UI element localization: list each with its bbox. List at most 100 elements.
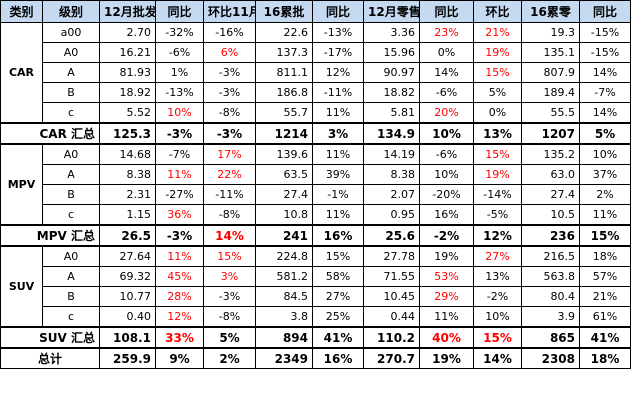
table-cell: 11% [155, 245, 204, 267]
table-cell: 21% [579, 286, 631, 307]
table-cell: 1207 [521, 122, 580, 145]
table-cell: 2.31 [99, 184, 156, 205]
table-cell: 10.5 [521, 204, 580, 226]
header-ytd-retail: 16累零 [521, 0, 580, 23]
table-cell: -11% [312, 82, 364, 103]
table-cell: 40% [419, 326, 474, 349]
table-cell: -8% [203, 204, 256, 226]
table-cell: -5% [473, 204, 522, 226]
table-row: B 18.92 -13% -3% 186.8 -11% 18.82 -6% 5% 189.4 -7% [1, 82, 631, 103]
table-cell: 11% [312, 204, 364, 226]
table-cell: 0% [473, 102, 522, 124]
table-cell: -17% [312, 42, 364, 63]
table-cell: -3% [155, 122, 204, 145]
table-cell: 37% [579, 164, 631, 185]
table-cell: 29% [419, 286, 474, 307]
table-cell: 16% [419, 204, 474, 226]
table-cell: 8.38 [99, 164, 156, 185]
table-cell: -3% [203, 286, 256, 307]
table-cell: 3.8 [255, 306, 313, 328]
table-cell: 11% [312, 102, 364, 124]
table-cell: 9% [155, 347, 204, 369]
table-cell: 563.8 [521, 266, 580, 287]
category-label: SUV [0, 245, 43, 328]
table-cell: 108.1 [99, 326, 156, 349]
table-cell: 139.6 [255, 143, 313, 165]
category-label: CAR [0, 22, 43, 124]
table-cell: 26.5 [99, 224, 156, 247]
header-dec-wholesale: 12月批发 [99, 0, 156, 23]
level-label: c [42, 102, 100, 124]
table-cell: 58% [312, 266, 364, 287]
summary-row: CAR 汇总 125.3 -3% -3% 1214 3% 134.9 10% 13% 1207 5% [0, 122, 631, 145]
table-cell: 69.32 [99, 266, 156, 287]
table-cell: -1% [312, 184, 364, 205]
table-cell: 22% [203, 164, 256, 185]
table-cell: 18% [579, 347, 631, 369]
table-cell: 16.21 [99, 42, 156, 63]
table-cell: 807.9 [521, 62, 580, 83]
table-cell: 23% [419, 22, 474, 43]
table-cell: 1214 [255, 122, 313, 145]
level-label: A [42, 164, 100, 185]
table-cell: -14% [473, 184, 522, 205]
table-cell: 63.0 [521, 164, 580, 185]
table-cell: 15% [312, 245, 364, 267]
table-cell: 80.4 [521, 286, 580, 307]
table-cell: 14.68 [99, 143, 156, 165]
table-cell: 18.82 [363, 82, 420, 103]
table-cell: 81.93 [99, 62, 156, 83]
header-yoy-3: 同比 [419, 0, 474, 23]
table-cell: 19.3 [521, 22, 580, 43]
level-label: A0 [42, 245, 100, 267]
table-cell: -20% [419, 184, 474, 205]
table-cell: 10% [155, 102, 204, 124]
table-cell: 27% [312, 286, 364, 307]
table-cell: 11% [419, 306, 474, 328]
table-cell: 2% [203, 347, 256, 369]
summary-row: MPV 汇总 26.5 -3% 14% 241 16% 25.6 -2% 12% 236 15% [0, 224, 631, 247]
table-cell: 0.40 [99, 306, 156, 328]
table-cell: -32% [155, 22, 204, 43]
table-cell: 11% [312, 143, 364, 165]
table-cell: 2.07 [363, 184, 420, 205]
table-cell: -3% [203, 122, 256, 145]
table-cell: 15% [473, 326, 522, 349]
table-cell: 17% [203, 143, 256, 165]
table-cell: 137.3 [255, 42, 313, 63]
header-dec-retail: 12月零售 [363, 0, 420, 23]
table-cell: 21% [473, 22, 522, 43]
table-cell: 216.5 [521, 245, 580, 267]
level-label: A0 [42, 42, 100, 63]
table-cell: 12% [155, 306, 204, 328]
table-cell: 71.55 [363, 266, 420, 287]
table-row: CAR a00 2.70 -32% -16% 22.6 -13% 3.36 23% 21% 19.3… [0, 22, 631, 124]
table-cell: 2.70 [99, 22, 156, 43]
table-cell: 19% [419, 245, 474, 267]
table-cell: 2% [579, 184, 631, 205]
table-cell: 57% [579, 266, 631, 287]
table-cell: 10% [419, 122, 474, 145]
table-cell: -2% [473, 286, 522, 307]
table-cell: 2308 [521, 347, 580, 369]
table-cell: -16% [203, 22, 256, 43]
table-cell: 14% [473, 347, 522, 369]
table-cell: 55.7 [255, 102, 313, 124]
table-cell: 5.52 [99, 102, 156, 124]
header-yoy-2: 同比 [312, 0, 364, 23]
table-cell: 61% [579, 306, 631, 328]
table-body: CAR a00 2.70 -32% -16% 22.6 -13% 3.36 23% 21% 19.3… [0, 22, 631, 369]
table-row: A 69.32 45% 3% 581.2 58% 71.55 53% 13% 563.8 57% [1, 266, 631, 287]
table-row: MPV A0 14.68 -7% 17% 139.6 11% 14.19 -6% 15% 135.2… [0, 143, 631, 226]
table-cell: -7% [579, 82, 631, 103]
table-cell: 14% [579, 62, 631, 83]
table-cell: 5% [473, 82, 522, 103]
table-cell: 41% [312, 326, 364, 349]
table-cell: 189.4 [521, 82, 580, 103]
table-row: c 1.15 36% -8% 10.8 11% 0.95 16% -5% 10.5 11% [1, 204, 631, 226]
table-row: B 10.77 28% -3% 84.5 27% 10.45 29% -2% 80.4 21% [1, 286, 631, 307]
table-cell: -27% [155, 184, 204, 205]
table-cell: -2% [419, 224, 474, 247]
level-label: a00 [42, 22, 100, 43]
table-cell: 12% [312, 62, 364, 83]
